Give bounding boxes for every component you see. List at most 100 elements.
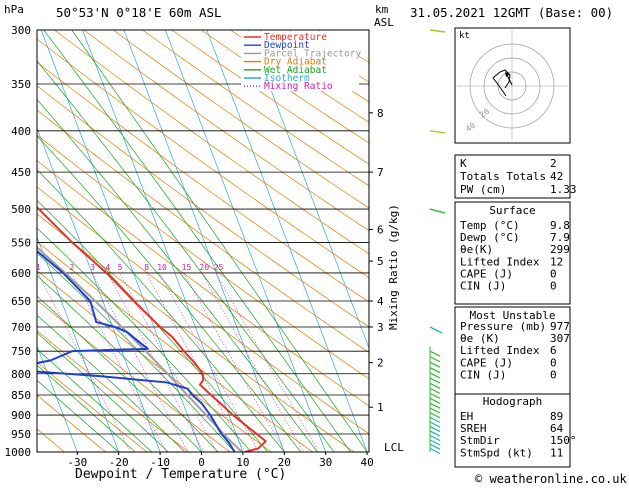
pressure-tick-label: 350	[11, 78, 31, 91]
mixing-ratio-line	[107, 272, 205, 452]
copyright: © weatheronline.co.uk	[475, 472, 627, 486]
wind-barb	[429, 439, 441, 446]
dry-adiabat-line	[83, 30, 369, 232]
pressure-tick-label: 1000	[5, 446, 32, 459]
surface-title: Surface	[489, 204, 535, 217]
isotherm-line	[123, 30, 285, 452]
table-row-value: 977	[550, 320, 570, 333]
table-row-label: Temp (°C)	[460, 219, 520, 232]
wet-adiabat-line	[37, 364, 136, 452]
table-row-value: 42	[550, 170, 563, 183]
pressure-tick-label: 950	[11, 428, 31, 441]
dry-adiabat-line	[54, 30, 369, 255]
table-row-label: PW (cm)	[460, 183, 506, 196]
altitude-axis: 8 7 6 5 4 3 2 1	[369, 107, 384, 414]
legend-label: Temperature	[264, 32, 327, 43]
temperature-tick-label: 10	[236, 456, 249, 469]
wind-barb	[429, 382, 441, 389]
info-tables: K 2 Totals Totals 42 PW (cm) 1.33 Surface Temp …	[454, 154, 577, 468]
legend-label: Dewpoint	[264, 40, 310, 51]
table-row-label: Dewp (°C)	[460, 231, 520, 244]
mixing-ratio-line	[183, 272, 286, 452]
hodograph-title: Hodograph	[483, 395, 543, 408]
table-row-label: EH	[460, 410, 473, 423]
mixing-ratio-label: 3	[90, 263, 95, 272]
plot-area	[36, 29, 370, 453]
table-row-value: 0	[550, 267, 557, 280]
mixing-ratio-label: 8	[144, 263, 149, 272]
temperature-axis: -30 -20 -10 0 10 20 30 40	[67, 452, 374, 469]
table-row-value: 0	[550, 368, 557, 381]
dry-adiabat-line	[37, 394, 106, 452]
legend-label: Wet Adiabat	[264, 65, 327, 76]
x-axis-title: Dewpoint / Temperature (°C)	[75, 467, 286, 482]
mixing-ratio-label: 4	[106, 263, 111, 272]
hodograph-frame	[454, 27, 571, 144]
wind-barb	[429, 416, 441, 423]
table-row-value: 6	[550, 344, 557, 357]
temperature-tick-label: 0	[198, 456, 205, 469]
wind-barb	[429, 443, 441, 450]
table-row-label: StmSpd (kt)	[460, 446, 533, 459]
km-unit: km	[375, 3, 389, 16]
wind-barb	[429, 392, 441, 399]
altitude-tick-label: 5	[377, 255, 384, 268]
wind-barb	[429, 447, 441, 455]
dewpoint-line	[37, 249, 236, 452]
lcl-label: LCL	[384, 441, 404, 454]
table-row-value: 64	[550, 422, 564, 435]
hodograph-table	[454, 393, 571, 468]
altitude-tick-label: 7	[377, 166, 384, 179]
table-row-label: SREH	[460, 422, 487, 435]
temperature-tick-label: 40	[360, 456, 373, 469]
wind-barb	[429, 421, 441, 428]
legend-label: Parcel Trajectory	[264, 48, 362, 59]
table-row-value: 12	[550, 255, 563, 268]
profiles	[37, 205, 267, 452]
wind-barb	[429, 412, 441, 419]
table-row-label: CIN (J)	[460, 368, 506, 381]
asl-unit: ASL	[374, 16, 394, 29]
dry-adiabat-line	[37, 330, 189, 452]
mixing-ratio-label: 1	[36, 263, 41, 272]
wind-barb	[429, 350, 441, 357]
dry-adiabat-line	[171, 30, 369, 165]
wind-barb	[429, 430, 441, 437]
wind-barb	[429, 407, 441, 414]
table-row-value: 307	[550, 332, 570, 345]
altitude-tick-label: 3	[377, 321, 384, 334]
isotherm-line	[247, 30, 369, 350]
table-row-label: CAPE (J)	[460, 356, 513, 369]
pressure-tick-label: 450	[11, 166, 31, 179]
altitude-tick-label: 6	[377, 223, 384, 236]
pressure-tick-label: 700	[11, 321, 31, 334]
mixing-ratio-labels: 1 2 3 4 5 8 10 15 20 25	[36, 263, 224, 272]
wet-adiabat-line	[37, 379, 119, 452]
pressure-tick-label: 500	[11, 203, 31, 216]
table-row-label: θe(K)	[460, 243, 493, 256]
table-row-label: CIN (J)	[460, 280, 506, 293]
table-row-label: K	[460, 157, 467, 170]
table-row-label: CAPE (J)	[460, 267, 513, 280]
dry-adiabat-line	[37, 38, 369, 279]
wind-barb	[429, 372, 441, 379]
dry-adiabat-line	[37, 361, 148, 452]
datetime-title: 31.05.2021 12GMT (Base: 00)	[410, 5, 613, 20]
pressure-tick-label: 550	[11, 236, 31, 249]
wind-barb	[429, 356, 441, 363]
pressure-tick-label: 850	[11, 389, 31, 402]
mixing-ratio-line	[158, 272, 260, 452]
mixing-ratio-line	[119, 272, 218, 452]
location-title: 50°53'N 0°18'E 60m ASL	[56, 5, 222, 20]
wind-barb	[429, 426, 441, 433]
wind-barb	[429, 397, 441, 404]
mixing-ratio-line	[145, 272, 246, 452]
legend-label: Mixing Ratio	[264, 81, 333, 92]
table-row-value: 7.9	[550, 231, 570, 244]
table-row-value: 9.8	[550, 219, 570, 232]
pressure-tick-label: 300	[11, 24, 31, 37]
table-row-label: Lifted Index	[460, 344, 540, 357]
wind-barb	[429, 402, 441, 409]
pressure-axis: 300 350 400 450 500 550 600 650 700 750 800 850 900 9…	[5, 24, 32, 459]
